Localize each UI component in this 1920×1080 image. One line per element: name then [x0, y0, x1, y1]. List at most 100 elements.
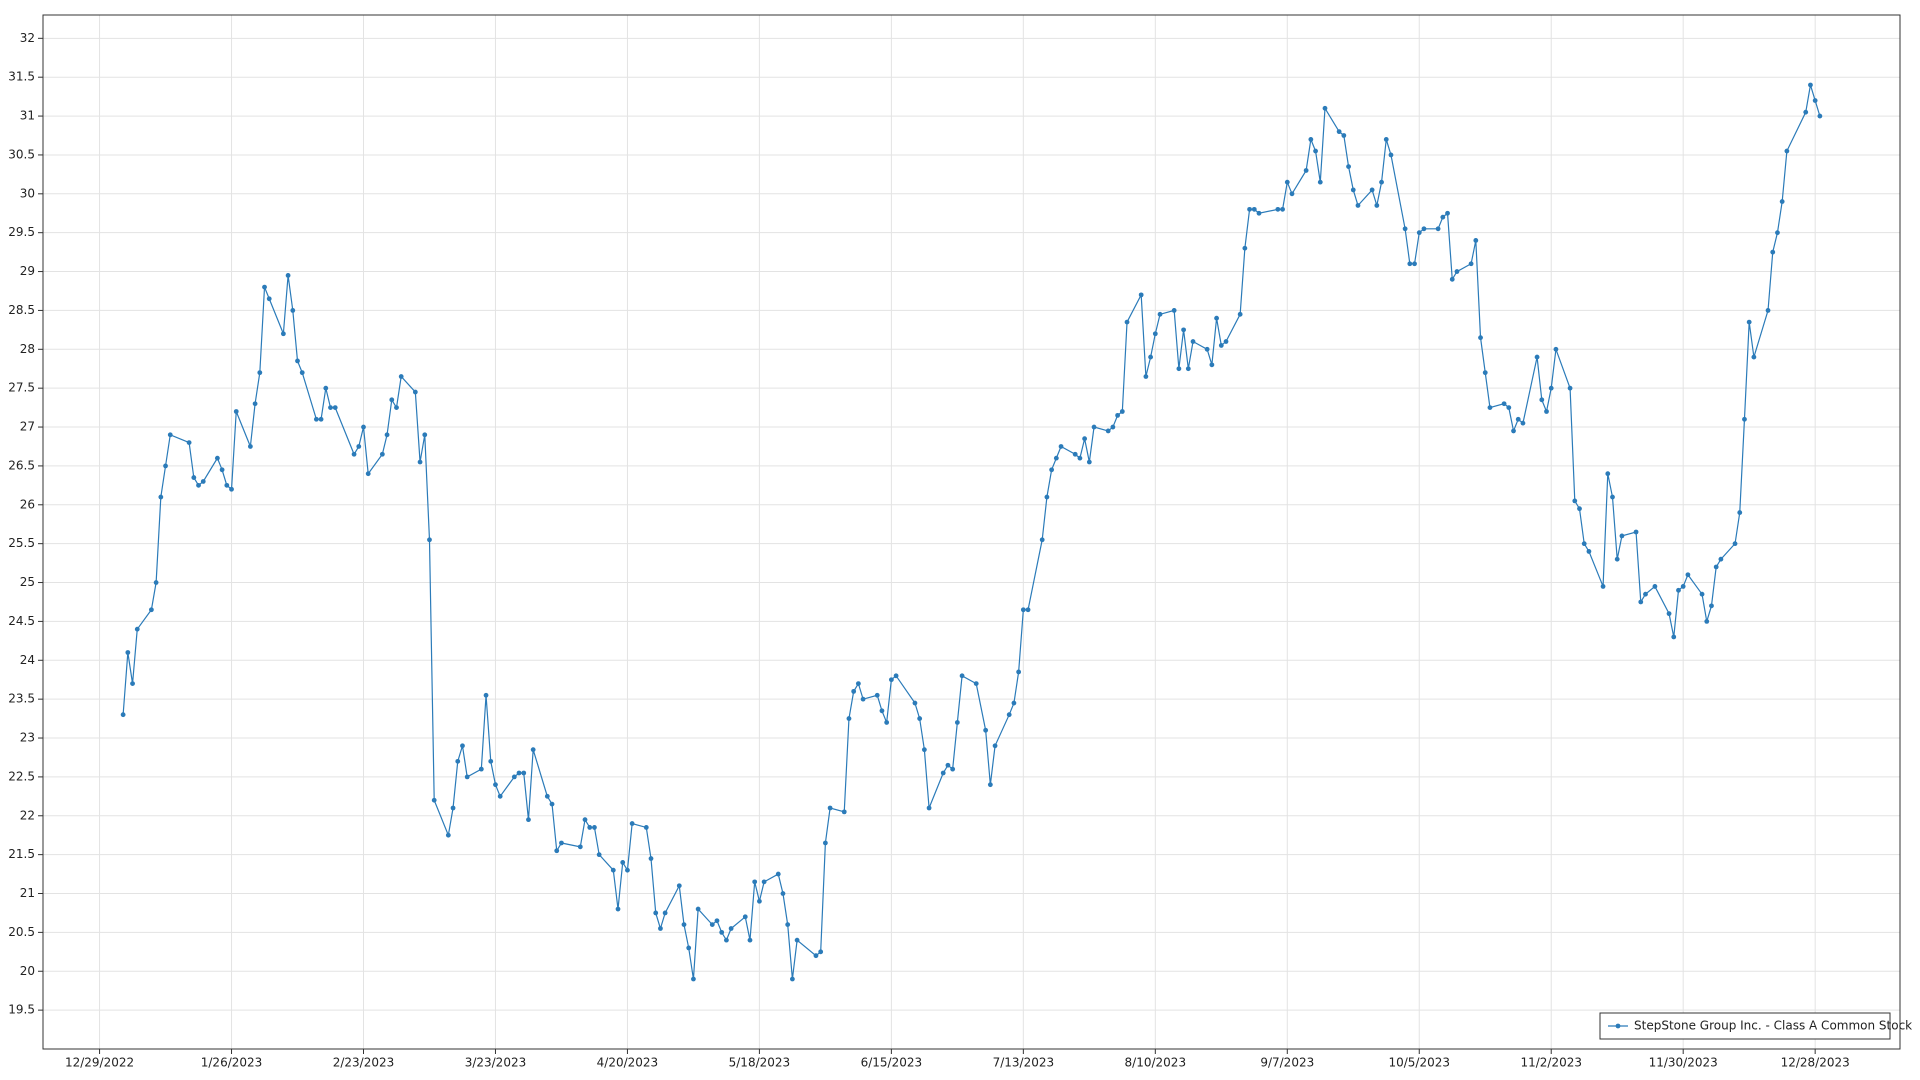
y-tick-label: 23.5 — [8, 692, 35, 706]
data-point — [295, 358, 300, 364]
y-tick-label: 30 — [20, 186, 35, 200]
data-point — [554, 848, 560, 854]
data-point — [789, 976, 795, 982]
data-point — [262, 284, 267, 290]
data-point — [1138, 292, 1144, 298]
data-point — [1044, 494, 1050, 500]
data-point — [1770, 249, 1776, 255]
data-point — [625, 867, 630, 873]
data-point — [1699, 591, 1705, 597]
data-point — [1247, 206, 1252, 212]
data-point — [394, 405, 399, 411]
data-point — [1473, 238, 1479, 243]
data-point — [1454, 269, 1460, 274]
data-point — [233, 409, 239, 414]
data-point — [1058, 444, 1064, 449]
data-point — [1355, 203, 1361, 208]
legend-box — [1599, 1012, 1891, 1040]
data-point — [130, 681, 135, 687]
data-point — [1110, 424, 1116, 430]
data-point — [464, 774, 470, 780]
data-point — [219, 467, 225, 473]
data-point — [973, 681, 979, 687]
data-point — [1303, 168, 1309, 173]
data-point — [361, 424, 366, 430]
data-point — [1341, 133, 1347, 138]
x-tick-label: 6/15/2023 — [861, 1056, 923, 1070]
data-point — [874, 692, 880, 698]
data-point — [1520, 420, 1526, 426]
data-point — [257, 370, 263, 376]
data-point — [1039, 537, 1045, 543]
data-point — [186, 440, 192, 445]
data-point — [1016, 669, 1022, 675]
x-tick-label: 8/10/2023 — [1125, 1056, 1187, 1070]
data-point — [412, 389, 418, 395]
data-point — [1336, 129, 1342, 135]
data-point — [1152, 331, 1158, 337]
x-tick-label: 11/30/2023 — [1649, 1056, 1718, 1070]
x-tick-label: 9/7/2023 — [1260, 1056, 1314, 1070]
data-point — [417, 459, 423, 465]
data-point — [1817, 113, 1823, 119]
data-point — [1256, 210, 1262, 216]
data-point — [483, 692, 489, 698]
data-point — [841, 809, 847, 815]
data-point — [224, 482, 230, 488]
data-point — [384, 432, 390, 438]
data-point — [658, 926, 663, 931]
data-point — [893, 673, 899, 679]
data-point — [290, 308, 296, 313]
y-tick-label: 31 — [20, 109, 35, 123]
data-point — [285, 273, 291, 278]
data-point — [742, 914, 748, 920]
data-point — [1812, 98, 1818, 103]
data-point — [1478, 335, 1483, 341]
data-point — [1553, 346, 1559, 352]
data-point — [1082, 436, 1088, 442]
data-point — [1412, 261, 1417, 267]
data-point — [318, 416, 324, 422]
data-point — [229, 486, 234, 492]
data-point — [427, 537, 432, 543]
data-point — [1218, 343, 1224, 348]
data-point — [1181, 327, 1186, 333]
y-tick-label: 29 — [20, 264, 35, 278]
data-point — [818, 949, 824, 955]
data-point — [1765, 308, 1771, 313]
data-point — [153, 580, 159, 585]
data-point — [134, 626, 140, 632]
data-point — [1091, 424, 1097, 430]
data-point — [1751, 354, 1757, 360]
data-point — [1289, 191, 1295, 197]
data-point — [488, 758, 494, 764]
data-point — [1742, 416, 1747, 422]
y-tick-label: 26.5 — [8, 458, 35, 472]
data-point — [587, 825, 593, 830]
data-point — [1548, 385, 1554, 391]
data-point — [1407, 261, 1413, 267]
data-point — [1605, 471, 1611, 477]
y-tick-label: 29.5 — [8, 225, 35, 239]
series-line — [122, 84, 1821, 980]
data-point — [1379, 179, 1384, 185]
data-point — [851, 688, 857, 694]
data-point — [596, 852, 602, 858]
data-point — [163, 463, 168, 469]
y-tick-label: 23 — [20, 731, 35, 745]
data-point — [544, 793, 550, 799]
data-point — [921, 747, 927, 753]
data-point — [511, 774, 517, 780]
data-point — [827, 805, 833, 811]
data-point — [478, 766, 484, 772]
data-point — [1105, 428, 1111, 434]
y-tick-label: 28.5 — [8, 303, 35, 317]
data-point — [1308, 136, 1314, 142]
data-point — [1671, 634, 1677, 640]
data-point — [926, 805, 932, 811]
data-point — [577, 844, 583, 850]
data-point — [1143, 374, 1149, 379]
data-point — [1445, 210, 1450, 216]
data-point — [1581, 541, 1587, 547]
